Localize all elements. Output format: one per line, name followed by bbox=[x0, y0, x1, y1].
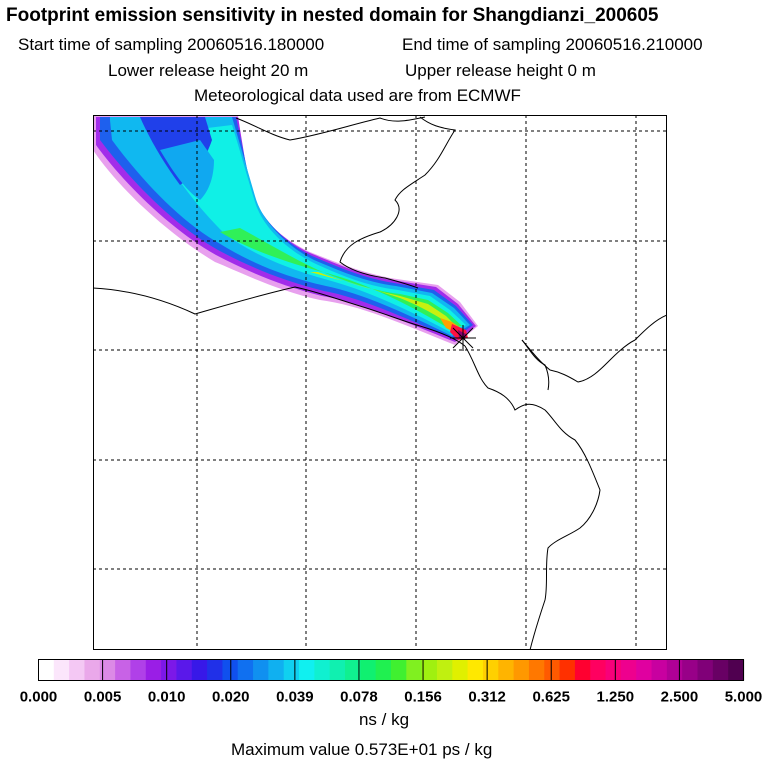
colorbar-tick-label: 0.312 bbox=[468, 689, 506, 706]
colorbar-cell bbox=[712, 659, 729, 681]
colorbar-cell bbox=[145, 659, 162, 681]
colorbar-tick-label: 0.625 bbox=[532, 689, 570, 706]
colorbar-cell bbox=[559, 659, 576, 681]
colorbar-cell bbox=[253, 659, 269, 681]
colorbar-cell bbox=[728, 659, 745, 681]
colorbar-cell bbox=[697, 659, 714, 681]
colorbar-cell bbox=[421, 659, 438, 681]
colorbar-cells bbox=[38, 659, 745, 681]
upper-release-label: Upper release height 0 m bbox=[405, 61, 596, 80]
colorbar-cell bbox=[314, 659, 331, 681]
colorbar-tick-label: 0.078 bbox=[340, 689, 378, 706]
colorbar-cell bbox=[237, 659, 254, 681]
colorbar-tick-label: 0.156 bbox=[404, 689, 442, 706]
colorbar-cell bbox=[498, 659, 515, 681]
colorbar-cell bbox=[130, 659, 147, 681]
colorbar-cell bbox=[345, 659, 361, 681]
colorbar-cell bbox=[666, 659, 683, 681]
colorbar-cell bbox=[176, 659, 193, 681]
colorbar-unit: ns / kg bbox=[358, 710, 410, 729]
maximum-value-label: Maximum value 0.573E+01 ps / kg bbox=[231, 740, 493, 759]
page-title: Footprint emission sensitivity in nested… bbox=[6, 5, 659, 26]
colorbar-cell bbox=[528, 659, 545, 681]
colorbar-cell bbox=[482, 659, 499, 681]
colorbar-cell bbox=[38, 659, 55, 681]
colorbar-cell bbox=[467, 659, 484, 681]
lower-release-label: Lower release height 20 m bbox=[108, 61, 309, 80]
plume-patch-lightblue-2 bbox=[160, 140, 214, 200]
colorbar-cell bbox=[605, 659, 622, 681]
station-marker-icon bbox=[450, 325, 476, 351]
colorbar-cell bbox=[299, 659, 315, 681]
colorbar-cell bbox=[329, 659, 346, 681]
sampling-end-label: End time of sampling 20060516.210000 bbox=[402, 35, 703, 54]
colorbar-tick-label: 1.250 bbox=[597, 689, 635, 706]
colorbar-cell bbox=[513, 659, 530, 681]
colorbar-cell bbox=[651, 659, 668, 681]
colorbar-cell bbox=[207, 659, 224, 681]
colorbar-cell bbox=[84, 659, 101, 681]
colorbar-cell bbox=[452, 659, 469, 681]
met-data-label: Meteorological data used are from ECMWF bbox=[194, 86, 521, 105]
colorbar-cell bbox=[574, 659, 591, 681]
colorbar-cell bbox=[636, 659, 653, 681]
colorbar-cell bbox=[391, 659, 407, 681]
colorbar-cell bbox=[69, 659, 86, 681]
colorbar-cell bbox=[360, 659, 377, 681]
colorbar-cell bbox=[268, 659, 285, 681]
colorbar-cell bbox=[406, 659, 423, 681]
colorbar-ticks bbox=[38, 659, 744, 681]
colorbar-cell bbox=[436, 659, 453, 681]
colorbar-tick-labels: 0.000 0.005 0.010 0.020 0.039 0.078 0.156 0.312… bbox=[20, 689, 763, 706]
colorbar-tick-label: 0.020 bbox=[212, 689, 250, 706]
colorbar-tick-label: 0.000 bbox=[20, 689, 58, 706]
colorbar-tick-label: 2.500 bbox=[661, 689, 699, 706]
sampling-start-label: Start time of sampling 20060516.180000 bbox=[18, 35, 325, 54]
colorbar-cell bbox=[99, 659, 116, 681]
colorbar-cell bbox=[53, 659, 70, 681]
colorbar-tick-label: 0.039 bbox=[276, 689, 314, 706]
colorbar-cell bbox=[544, 659, 561, 681]
colorbar-cell bbox=[620, 659, 637, 681]
colorbar-cell bbox=[115, 659, 132, 681]
colorbar-cell bbox=[375, 659, 392, 681]
colorbar-cell bbox=[191, 659, 208, 681]
map-frame bbox=[93, 115, 667, 650]
colorbar-cell bbox=[682, 659, 699, 681]
plume-band-cyan bbox=[150, 125, 466, 332]
colorbar-cell bbox=[590, 659, 607, 681]
lat-lon-grid bbox=[93, 115, 667, 650]
colorbar-tick-label: 5.000 bbox=[725, 689, 763, 706]
plume-layer bbox=[93, 115, 667, 650]
colorbar-tick-label: 0.005 bbox=[84, 689, 122, 706]
plume-band-green bbox=[220, 228, 462, 328]
colorbar-tick-label: 0.010 bbox=[148, 689, 186, 706]
colorbar-cell bbox=[283, 659, 300, 681]
colorbar-cell bbox=[161, 659, 178, 681]
